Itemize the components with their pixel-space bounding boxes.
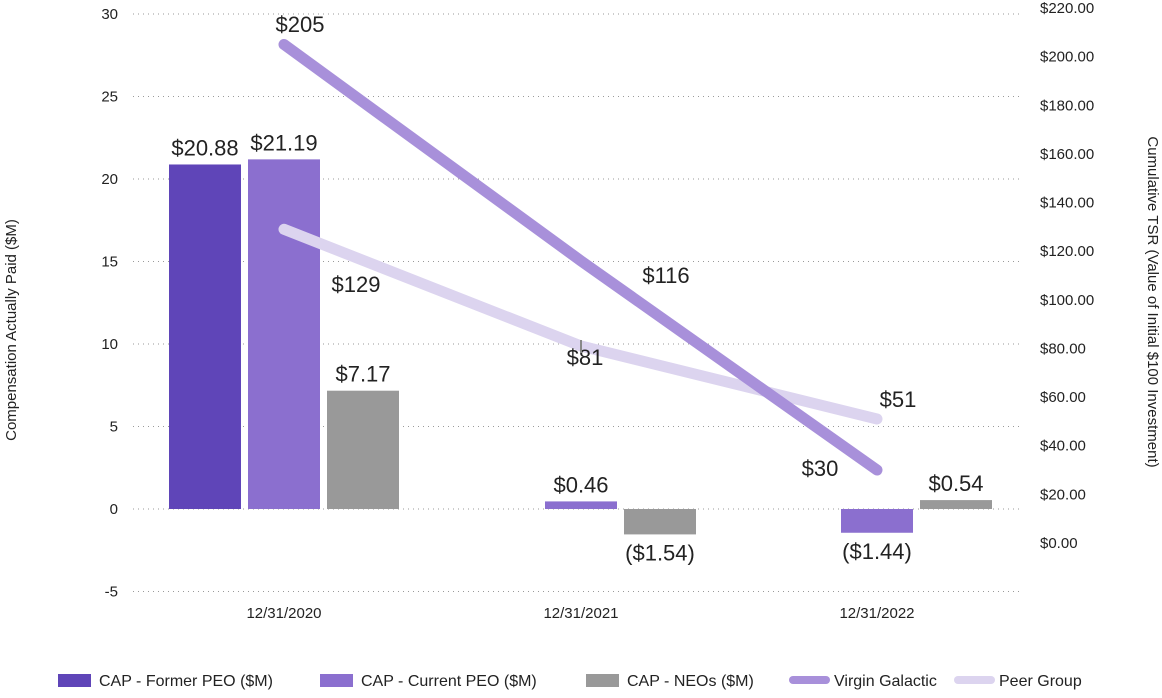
y-right-tick-label: $60.00 <box>1040 389 1086 406</box>
bar-current-peo <box>841 509 913 533</box>
y-right-tick-label: $100.00 <box>1040 292 1094 309</box>
y-right-tick-label: $0.00 <box>1040 535 1078 552</box>
y-right-tick-label: $40.00 <box>1040 438 1086 455</box>
bar-value-label: $7.17 <box>335 362 390 387</box>
x-axis-ticks: 12/31/2020 12/31/2021 12/31/2022 <box>246 605 914 622</box>
bar-value-label: ($1.54) <box>625 540 695 565</box>
line-value-label: $129 <box>332 272 381 297</box>
line-point <box>876 469 878 471</box>
line-point <box>283 228 285 230</box>
right-axis-ticks: $0.00 $20.00 $40.00 $60.00 $80.00 $100.00 $120… <box>1040 0 1094 552</box>
bar-value-label: $20.88 <box>171 135 238 160</box>
y-left-tick-label: 10 <box>101 336 118 353</box>
x-tick-label: 12/31/2022 <box>839 605 914 622</box>
bar-current-peo <box>545 501 617 509</box>
y-right-tick-label: $160.00 <box>1040 146 1094 163</box>
legend: CAP - Former PEO ($M) CAP - Current PEO (… <box>58 673 1082 690</box>
y-left-tick-label: 0 <box>110 501 118 518</box>
bar-value-label: $21.19 <box>250 130 317 155</box>
left-axis-ticks: -5 0 5 10 15 20 25 30 <box>101 6 118 601</box>
y-right-tick-label: $80.00 <box>1040 340 1086 357</box>
data-labels: $20.88 $21.19 $0.46 ($1.44) $7.17 ($1.54) $0.5… <box>171 12 983 565</box>
bar-value-label: ($1.44) <box>842 539 912 564</box>
line-value-label: $116 <box>642 263 689 288</box>
bar-neos <box>920 500 992 509</box>
bars <box>169 159 992 535</box>
y-right-tick-label: $220.00 <box>1040 0 1094 17</box>
legend-swatch-current-peo <box>320 674 353 687</box>
y-left-tick-label: 15 <box>101 254 118 271</box>
bar-value-label: $0.54 <box>928 471 983 496</box>
x-tick-label: 12/31/2020 <box>246 605 321 622</box>
y-left-tick-label: 5 <box>110 419 118 436</box>
line-point <box>283 43 285 45</box>
legend-label: CAP - Current PEO ($M) <box>361 673 537 690</box>
y-right-tick-label: $200.00 <box>1040 49 1094 66</box>
line-point <box>876 418 878 420</box>
bar-value-label: $0.46 <box>553 472 608 497</box>
x-tick-label: 12/31/2021 <box>543 605 618 622</box>
bar-current-peo <box>248 159 320 510</box>
y-right-tick-label: $180.00 <box>1040 97 1094 114</box>
y-left-tick-label: 20 <box>101 171 118 188</box>
legend-label: CAP - Former PEO ($M) <box>99 673 273 690</box>
legend-swatch-neos <box>586 674 619 687</box>
bar-former-peo <box>169 164 241 510</box>
y-right-tick-label: $120.00 <box>1040 243 1094 260</box>
bar-neos <box>624 509 696 535</box>
y-right-tick-label: $20.00 <box>1040 486 1086 503</box>
y-left-tick-label: 25 <box>101 89 118 106</box>
bar-neos <box>327 390 399 509</box>
y-axis-right-title: Cumulative TSR (Value of Initial $100 In… <box>1144 136 1161 467</box>
line-point <box>580 260 582 262</box>
legend-swatch-former-peo <box>58 674 91 687</box>
legend-label: Peer Group <box>999 673 1082 690</box>
y-axis-left-title: Compensation Actually Paid ($M) <box>3 219 20 441</box>
line-value-label: $51 <box>880 387 917 412</box>
y-right-tick-label: $140.00 <box>1040 195 1094 212</box>
y-left-tick-label: 30 <box>101 6 118 23</box>
y-left-tick-label: -5 <box>105 584 118 601</box>
legend-label: CAP - NEOs ($M) <box>627 673 754 690</box>
legend-label: Virgin Galactic <box>834 673 937 690</box>
line-value-label: $81 <box>567 345 604 370</box>
line-value-label: $30 <box>802 456 839 481</box>
line-value-label: $205 <box>276 12 325 37</box>
